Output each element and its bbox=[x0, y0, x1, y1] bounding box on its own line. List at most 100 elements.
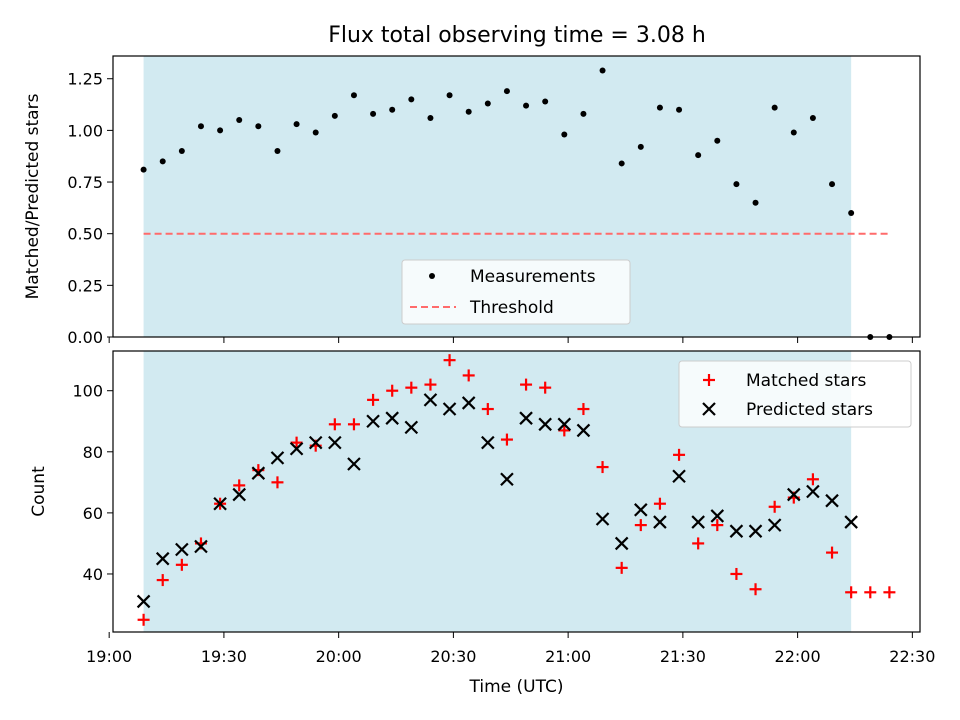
matched-point bbox=[749, 583, 762, 596]
legend-marker-predicted bbox=[702, 402, 716, 416]
predicted-point bbox=[710, 509, 725, 523]
matched-point bbox=[634, 519, 647, 532]
predicted-point bbox=[481, 435, 495, 450]
ratio-y-axis-label: Matched/Predicted stars bbox=[23, 93, 43, 299]
measurement-points bbox=[140, 67, 893, 340]
predicted-point bbox=[251, 466, 266, 480]
matched-point bbox=[500, 433, 513, 446]
predicted-point bbox=[557, 417, 572, 432]
matched-point bbox=[481, 403, 494, 416]
measurement-point bbox=[637, 143, 644, 150]
legend-label-measurements: Measurements bbox=[470, 267, 596, 287]
predicted-point bbox=[423, 393, 438, 407]
matched-point bbox=[730, 567, 743, 580]
legend-label-matched: Matched stars bbox=[746, 371, 866, 391]
matched-point bbox=[156, 574, 169, 587]
predicted-point bbox=[175, 542, 189, 557]
chart-title: Flux total observing time = 3.08 h bbox=[328, 23, 706, 48]
y-tick-label: 0.75 bbox=[67, 173, 103, 192]
measurement-point bbox=[542, 98, 549, 105]
x-tick-label: 20:30 bbox=[430, 647, 476, 666]
matched-point bbox=[271, 476, 284, 489]
y-tick-label: 0.50 bbox=[67, 225, 103, 244]
matched-point bbox=[405, 381, 418, 394]
measurement-point bbox=[293, 121, 300, 128]
measurement-point bbox=[848, 210, 855, 217]
measurement-point bbox=[465, 108, 472, 115]
measurement-point bbox=[427, 114, 434, 121]
ratio-x-ticks bbox=[108, 337, 913, 343]
matched-point bbox=[443, 354, 456, 367]
matched-point bbox=[826, 546, 839, 559]
count-panel: 40 60 80 100 19:00 19:30 20:00 20:30 21:00 21:30… bbox=[29, 350, 935, 697]
matched-point bbox=[596, 461, 609, 474]
matched-point bbox=[845, 586, 858, 599]
matched-point bbox=[462, 369, 475, 382]
matched-point bbox=[520, 378, 533, 391]
measurement-point bbox=[178, 148, 185, 155]
x-tick-label: 21:00 bbox=[545, 647, 591, 666]
legend-label-threshold: Threshold bbox=[469, 298, 554, 318]
predicted-point bbox=[461, 396, 476, 410]
predicted-point bbox=[844, 515, 858, 529]
measurement-point bbox=[733, 181, 740, 188]
predicted-point bbox=[595, 512, 610, 526]
y-tick-label: 60 bbox=[83, 504, 103, 523]
predicted-point bbox=[787, 487, 801, 502]
predicted-point bbox=[653, 515, 667, 529]
matched-point bbox=[615, 561, 628, 574]
predicted-point bbox=[270, 451, 285, 465]
measurement-point bbox=[809, 114, 816, 121]
count-axes-frame bbox=[112, 350, 921, 633]
predicted-point bbox=[385, 411, 399, 425]
measurement-point bbox=[790, 129, 797, 136]
predicted-point bbox=[289, 441, 304, 456]
predicted-point bbox=[748, 524, 763, 538]
measurement-point bbox=[752, 199, 759, 206]
measurement-point bbox=[159, 158, 166, 165]
measurement-point bbox=[580, 110, 587, 117]
matched-point bbox=[367, 393, 380, 406]
predicted-point bbox=[825, 493, 839, 508]
predicted-star-points bbox=[136, 393, 858, 609]
measurement-point bbox=[255, 123, 262, 130]
x-tick-label: 20:00 bbox=[316, 647, 362, 666]
measurement-point bbox=[618, 160, 625, 167]
count-legend: Matched stars Predicted stars bbox=[678, 360, 912, 428]
predicted-point bbox=[155, 551, 170, 566]
matched-point bbox=[711, 519, 724, 532]
legend-marker-matched bbox=[703, 374, 715, 386]
y-tick-label: 1.00 bbox=[67, 121, 103, 140]
y-tick-label: 0.25 bbox=[67, 276, 103, 295]
predicted-point bbox=[767, 518, 782, 532]
y-tick-label: 40 bbox=[83, 565, 103, 584]
x-tick-label: 22:00 bbox=[775, 647, 821, 666]
measurement-point bbox=[408, 96, 415, 103]
count-legend-box bbox=[678, 360, 912, 428]
measurement-point bbox=[331, 112, 338, 119]
measurement-point bbox=[771, 104, 778, 111]
x-tick-label: 19:30 bbox=[201, 647, 247, 666]
matched-point bbox=[347, 418, 360, 431]
ratio-legend: Measurements Threshold bbox=[401, 259, 631, 325]
ratio-y-ticks: 0.00 0.25 0.50 0.75 1.00 1.25 bbox=[67, 70, 113, 347]
predicted-point bbox=[500, 472, 514, 487]
measurement-point bbox=[484, 100, 491, 107]
matched-point bbox=[558, 424, 571, 437]
measurement-point bbox=[312, 129, 319, 136]
predicted-point bbox=[519, 411, 533, 425]
x-tick-label: 22:30 bbox=[889, 647, 935, 666]
predicted-point bbox=[672, 469, 686, 484]
predicted-point bbox=[691, 515, 705, 529]
predicted-point bbox=[366, 414, 380, 429]
measurement-point bbox=[197, 123, 204, 130]
matched-point bbox=[386, 384, 399, 397]
matched-point bbox=[137, 613, 150, 626]
matched-point bbox=[539, 381, 552, 394]
matched-point bbox=[175, 558, 188, 571]
x-tick-label: 19:00 bbox=[86, 647, 132, 666]
matched-point bbox=[653, 497, 666, 510]
measurement-point bbox=[523, 102, 530, 109]
predicted-point bbox=[614, 536, 629, 551]
